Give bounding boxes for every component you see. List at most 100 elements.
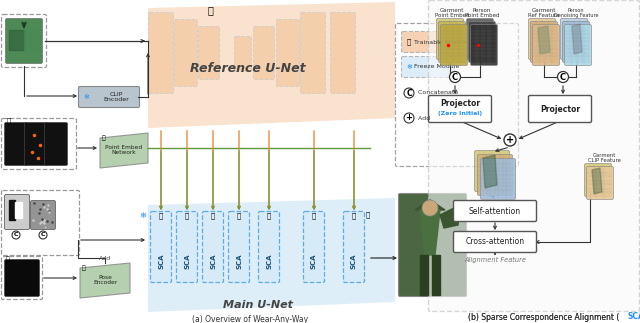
Circle shape [404, 113, 414, 123]
FancyBboxPatch shape [259, 212, 280, 283]
Text: Point Embed
Network: Point Embed Network [106, 145, 143, 155]
FancyBboxPatch shape [481, 159, 515, 200]
FancyBboxPatch shape [31, 201, 56, 230]
Text: SCA): SCA) [627, 312, 640, 321]
Text: Person
Point Embed: Person Point Embed [465, 8, 499, 18]
Text: Add: Add [416, 116, 430, 120]
Circle shape [504, 134, 516, 146]
Text: (b) Sparse Correspondence Alignment (: (b) Sparse Correspondence Alignment ( [468, 312, 620, 321]
Text: Garment
CLIP Feature: Garment CLIP Feature [588, 152, 620, 163]
Polygon shape [483, 155, 497, 188]
Text: SCA: SCA [311, 253, 317, 269]
FancyBboxPatch shape [440, 25, 467, 66]
Text: (Zero Initial): (Zero Initial) [438, 111, 482, 117]
FancyBboxPatch shape [344, 212, 365, 283]
Text: 🔥: 🔥 [6, 256, 10, 262]
FancyBboxPatch shape [436, 18, 463, 59]
FancyBboxPatch shape [529, 18, 556, 59]
Text: 🔥: 🔥 [82, 265, 86, 271]
Polygon shape [148, 198, 395, 312]
Text: 🔥: 🔥 [237, 213, 241, 219]
FancyBboxPatch shape [470, 25, 497, 66]
Text: (a) Overview of Wear-Any-Way: (a) Overview of Wear-Any-Way [192, 315, 308, 323]
FancyBboxPatch shape [303, 212, 324, 283]
FancyBboxPatch shape [202, 212, 223, 283]
FancyBboxPatch shape [396, 24, 518, 166]
FancyBboxPatch shape [532, 25, 559, 66]
Polygon shape [415, 200, 445, 210]
FancyBboxPatch shape [584, 163, 611, 196]
Circle shape [449, 71, 461, 82]
FancyBboxPatch shape [467, 18, 493, 59]
Polygon shape [420, 255, 428, 295]
Text: Projector: Projector [540, 105, 580, 113]
Text: C: C [13, 233, 19, 237]
Text: 🔥: 🔥 [159, 213, 163, 219]
FancyBboxPatch shape [150, 212, 172, 283]
Text: SCA: SCA [210, 253, 216, 269]
Text: 🔥: 🔥 [185, 213, 189, 219]
Circle shape [422, 200, 438, 216]
Text: Concatenate: Concatenate [416, 90, 458, 96]
FancyBboxPatch shape [6, 18, 42, 64]
Text: 🔥: 🔥 [7, 118, 11, 124]
Polygon shape [100, 133, 148, 168]
Text: C: C [560, 72, 566, 81]
FancyBboxPatch shape [253, 26, 275, 79]
Text: +: + [406, 113, 413, 122]
FancyBboxPatch shape [330, 13, 355, 93]
FancyBboxPatch shape [79, 87, 140, 108]
Text: SCA: SCA [184, 253, 190, 269]
Text: Freeze Module: Freeze Module [412, 65, 460, 69]
FancyBboxPatch shape [228, 212, 250, 283]
FancyBboxPatch shape [564, 25, 591, 66]
FancyBboxPatch shape [586, 166, 614, 200]
FancyBboxPatch shape [45, 122, 67, 165]
FancyBboxPatch shape [399, 193, 467, 297]
Text: C: C [406, 89, 412, 98]
FancyBboxPatch shape [429, 96, 492, 122]
Circle shape [12, 231, 20, 239]
FancyBboxPatch shape [474, 151, 509, 192]
FancyBboxPatch shape [198, 26, 220, 79]
Text: Cross-attention: Cross-attention [465, 237, 525, 246]
Polygon shape [15, 202, 22, 218]
Text: Main U-Net: Main U-Net [223, 300, 293, 310]
FancyBboxPatch shape [301, 13, 326, 93]
Text: 🔥: 🔥 [102, 135, 106, 141]
Text: Projector: Projector [440, 99, 480, 109]
Text: 🔥: 🔥 [352, 213, 356, 219]
FancyBboxPatch shape [4, 259, 40, 297]
FancyBboxPatch shape [438, 22, 465, 62]
FancyBboxPatch shape [531, 22, 557, 62]
Text: Garment
Ref Feature: Garment Ref Feature [528, 8, 560, 18]
FancyBboxPatch shape [177, 212, 198, 283]
FancyBboxPatch shape [234, 36, 252, 71]
Text: Person
Denoising Feature: Person Denoising Feature [554, 8, 598, 18]
FancyBboxPatch shape [276, 19, 300, 87]
FancyBboxPatch shape [454, 232, 536, 253]
FancyBboxPatch shape [24, 122, 47, 165]
FancyBboxPatch shape [4, 194, 29, 230]
Text: Pose
Encoder: Pose Encoder [93, 275, 117, 286]
Circle shape [39, 231, 47, 239]
Text: (b) Sparse Correspondence Alignment (: (b) Sparse Correspondence Alignment ( [468, 312, 620, 321]
FancyBboxPatch shape [529, 96, 591, 122]
FancyBboxPatch shape [175, 19, 198, 87]
Polygon shape [572, 24, 582, 54]
Polygon shape [538, 26, 550, 54]
Text: Garment
Point Embed: Garment Point Embed [435, 8, 469, 18]
FancyBboxPatch shape [4, 122, 28, 165]
Text: SCA: SCA [351, 253, 357, 269]
Text: 🔥: 🔥 [211, 213, 215, 219]
Text: Alignment Feature: Alignment Feature [464, 257, 526, 263]
Text: 🔥: 🔥 [407, 39, 411, 45]
Text: SCA: SCA [236, 253, 242, 269]
Text: Add: Add [99, 255, 111, 261]
Circle shape [404, 88, 414, 98]
Polygon shape [440, 205, 460, 228]
Text: C: C [41, 233, 45, 237]
Polygon shape [22, 22, 26, 28]
FancyBboxPatch shape [563, 22, 589, 62]
Polygon shape [80, 263, 130, 298]
